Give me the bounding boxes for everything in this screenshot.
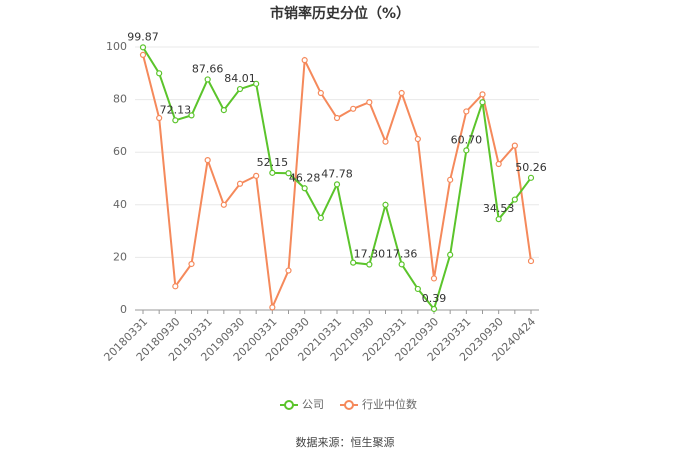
point <box>430 275 438 282</box>
point <box>253 172 260 179</box>
point <box>350 259 357 266</box>
point <box>382 138 389 145</box>
point <box>220 201 227 208</box>
data-label: 50.26 <box>515 161 547 174</box>
data-label: 34.53 <box>483 202 515 215</box>
point <box>463 108 470 115</box>
data-label: 84.01 <box>224 72 256 85</box>
data-label: 60.70 <box>451 133 483 146</box>
point <box>269 304 276 311</box>
point <box>220 107 227 114</box>
point <box>317 89 324 97</box>
point <box>398 89 405 97</box>
point <box>495 160 502 168</box>
point <box>301 185 308 192</box>
point <box>382 201 389 208</box>
source-note: 数据来源：恒生聚源 <box>296 435 395 449</box>
point <box>398 261 405 268</box>
point <box>447 251 454 258</box>
data-label: 52.15 <box>257 156 289 169</box>
point <box>156 70 163 77</box>
data-label: 17.30 <box>354 248 386 261</box>
point <box>156 114 163 122</box>
point <box>236 85 244 93</box>
point <box>188 112 195 119</box>
point <box>430 305 438 313</box>
data-label: 87.66 <box>192 62 224 75</box>
point <box>366 261 373 268</box>
point <box>527 257 535 265</box>
point <box>172 283 179 290</box>
point <box>495 216 502 223</box>
data-label: 47.78 <box>321 167 353 180</box>
y-tick-label: 80 <box>113 93 127 106</box>
point <box>479 91 486 98</box>
data-label: 17.36 <box>386 247 418 260</box>
point <box>204 156 211 164</box>
data-label: 0.39 <box>422 292 447 305</box>
point <box>511 196 518 203</box>
point <box>236 180 244 187</box>
point <box>139 44 147 51</box>
y-tick-label: 20 <box>113 250 127 263</box>
point <box>139 51 147 58</box>
legend-icon <box>284 400 294 410</box>
point <box>188 260 195 268</box>
point <box>479 99 486 106</box>
point <box>172 117 179 124</box>
point <box>301 57 308 64</box>
point <box>350 105 357 112</box>
y-tick-label: 40 <box>113 198 127 211</box>
point <box>253 80 260 87</box>
legend-icon <box>344 400 354 410</box>
point <box>269 169 276 176</box>
data-label: 72.13 <box>160 103 192 116</box>
chart-title: 市销率历史分位（%） <box>270 5 410 22</box>
point <box>527 174 535 181</box>
legend-label: 行业中位数 <box>362 397 417 411</box>
point <box>366 99 373 106</box>
y-tick-label: 0 <box>120 303 127 316</box>
data-label: 99.87 <box>127 30 159 43</box>
point <box>333 114 341 122</box>
point <box>333 181 341 188</box>
legend-label: 公司 <box>302 398 324 411</box>
point <box>317 214 324 222</box>
y-tick-label: 100 <box>106 40 127 53</box>
point <box>463 147 470 154</box>
y-tick-label: 60 <box>113 145 127 158</box>
point <box>285 267 292 274</box>
point <box>414 285 421 293</box>
data-label: 46.28 <box>289 171 321 184</box>
point <box>285 170 292 177</box>
point <box>447 176 454 183</box>
point <box>414 135 421 143</box>
point <box>511 142 518 149</box>
point <box>204 76 211 83</box>
